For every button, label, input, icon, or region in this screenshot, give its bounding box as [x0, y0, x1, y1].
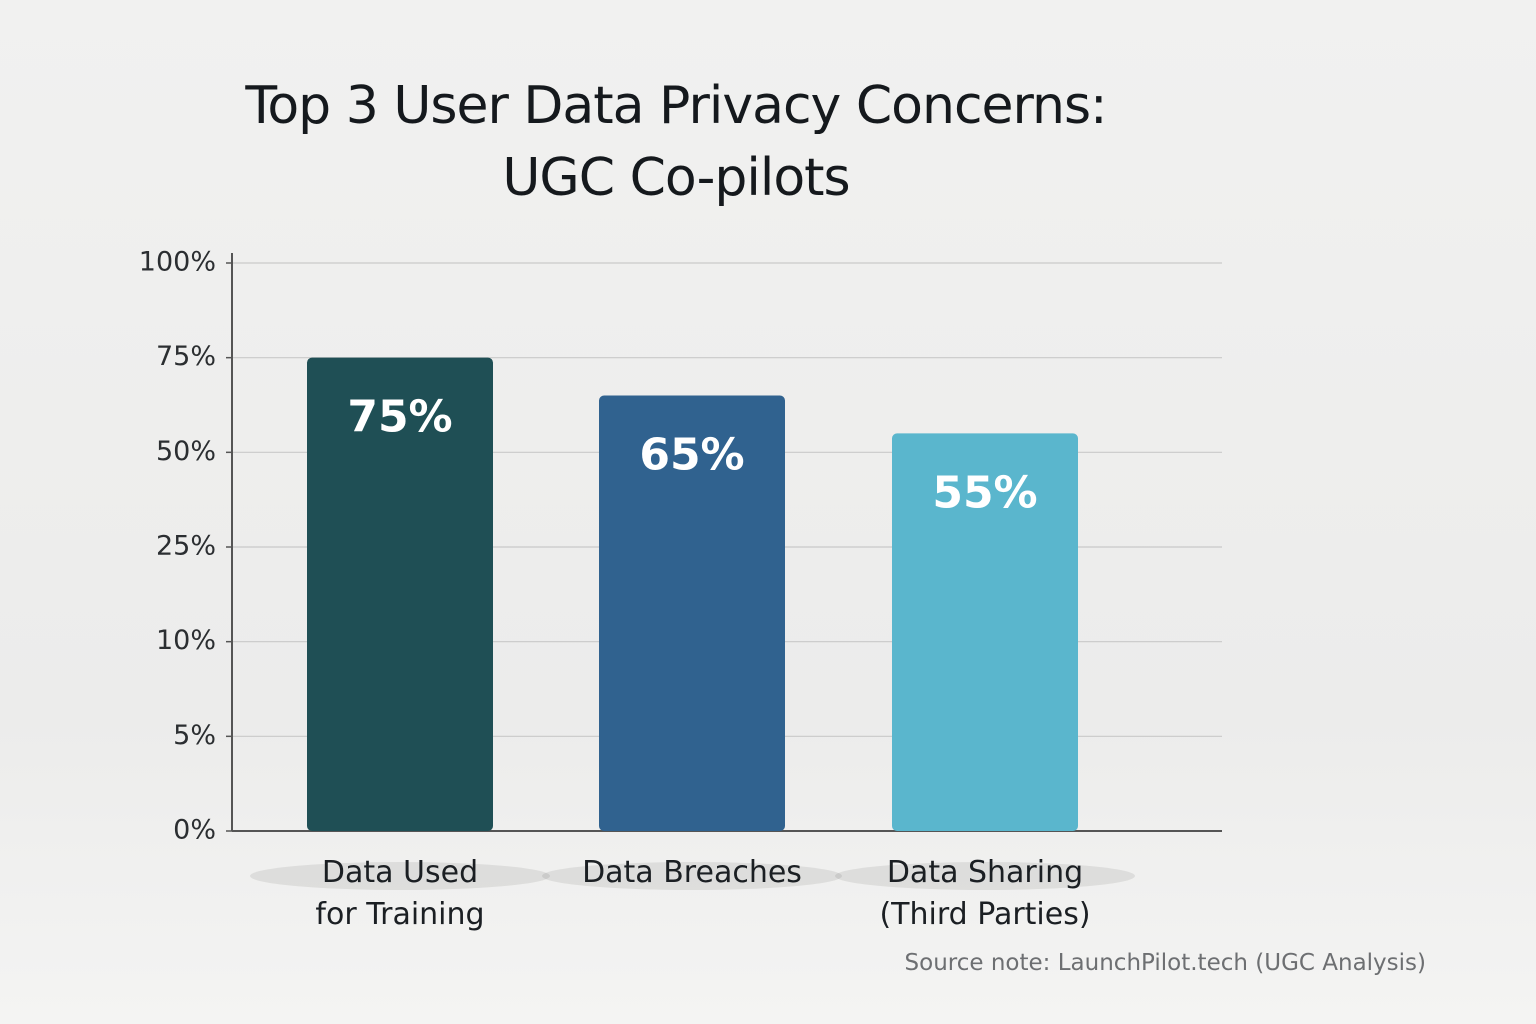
bar	[599, 395, 785, 831]
x-tick-label: Data Sharing (Third Parties)	[879, 855, 1091, 932]
bar-shadow	[835, 862, 1135, 890]
value-label: 55%	[932, 467, 1037, 518]
chart-title: Top 3 User Data Privacy Concerns: UGC Co…	[245, 76, 1107, 208]
value-label: 75%	[347, 392, 452, 443]
y-tick-label: 0%	[173, 815, 216, 846]
y-tick-label: 100%	[139, 247, 216, 278]
bar	[892, 433, 1078, 831]
y-tick-label: 50%	[156, 436, 216, 467]
y-tick-label: 75%	[156, 341, 216, 372]
source-note: Source note: LaunchPilot.tech (UGC Analy…	[904, 950, 1426, 976]
x-tick-label: Data Breaches	[582, 855, 802, 890]
value-label: 65%	[639, 430, 744, 481]
bar	[307, 357, 493, 831]
y-tick-label: 10%	[156, 625, 216, 656]
y-tick-label: 25%	[156, 531, 216, 562]
y-tick-label: 5%	[173, 720, 216, 751]
bar-shadow	[250, 862, 550, 890]
bar-shadow	[542, 862, 842, 890]
x-tick-label: Data Used for Training	[315, 855, 485, 932]
